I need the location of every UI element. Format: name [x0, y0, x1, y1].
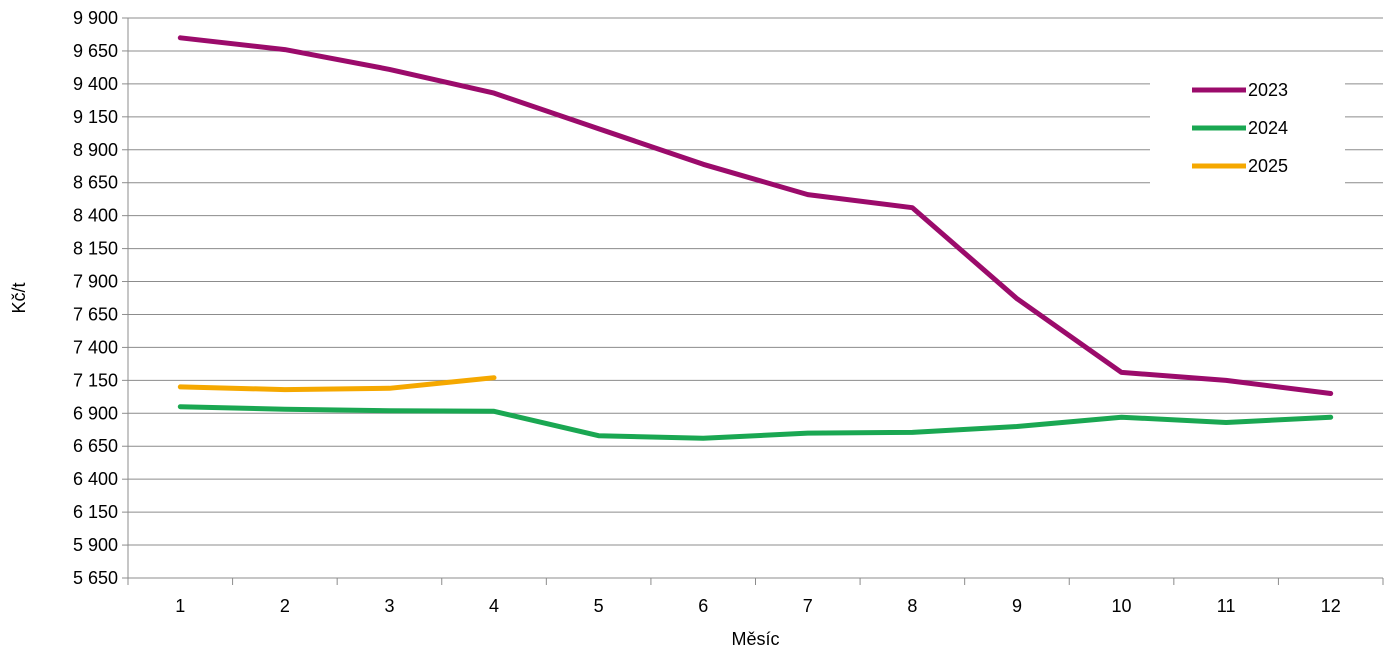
legend-label: 2024: [1248, 118, 1288, 138]
x-tick-label: 2: [280, 596, 290, 616]
x-tick-label: 8: [907, 596, 917, 616]
y-tick-label: 7 900: [73, 272, 118, 292]
x-tick-label: 1: [175, 596, 185, 616]
y-tick-label: 8 900: [73, 140, 118, 160]
y-tick-label: 6 650: [73, 436, 118, 456]
y-tick-label: 7 400: [73, 337, 118, 357]
x-tick-label: 4: [489, 596, 499, 616]
y-tick-label: 5 900: [73, 535, 118, 555]
y-axis-tick-labels: 5 650 5 900 6 150 6 400 6 650 6 900 7 150 7 400…: [73, 8, 118, 588]
y-tick-label: 9 400: [73, 74, 118, 94]
x-tick-label: 10: [1112, 596, 1132, 616]
y-tick-label: 6 400: [73, 469, 118, 489]
series-line-2025: [177, 375, 497, 393]
y-tick-label: 8 400: [73, 206, 118, 226]
legend-label: 2025: [1248, 156, 1288, 176]
series-lines: [177, 35, 1334, 441]
x-axis-title: Měsíc: [731, 629, 779, 649]
y-tick-label: 8 650: [73, 173, 118, 193]
legend-label: 2023: [1248, 80, 1288, 100]
x-tick-label: 12: [1321, 596, 1341, 616]
y-tick-label: 5 650: [73, 568, 118, 588]
series-line-2024: [177, 404, 1334, 441]
y-tick-label: 7 150: [73, 370, 118, 390]
x-tick-label: 11: [1217, 596, 1236, 616]
legend-background: [1150, 70, 1345, 195]
y-tick-label: 8 150: [73, 239, 118, 259]
x-axis-tick-labels: 1 2 3 4 5 6 7 8 9 10 11 12: [175, 596, 1340, 616]
y-tick-label: 6 900: [73, 403, 118, 423]
y-axis-title: Kč/t: [9, 282, 29, 313]
x-tick-label: 5: [594, 596, 604, 616]
y-tick-label: 9 650: [73, 41, 118, 61]
series-line-2023: [177, 35, 1334, 396]
axes: [122, 17, 1384, 585]
y-tick-label: 7 650: [73, 304, 118, 324]
x-tick-label: 7: [803, 596, 813, 616]
y-tick-label: 6 150: [73, 502, 118, 522]
x-tick-label: 9: [1012, 596, 1022, 616]
x-tick-label: 3: [384, 596, 394, 616]
y-tick-label: 9 150: [73, 107, 118, 127]
x-tick-label: 6: [698, 596, 708, 616]
y-tick-label: 9 900: [73, 8, 118, 28]
legend: 2023 2024 2025: [1150, 70, 1345, 195]
